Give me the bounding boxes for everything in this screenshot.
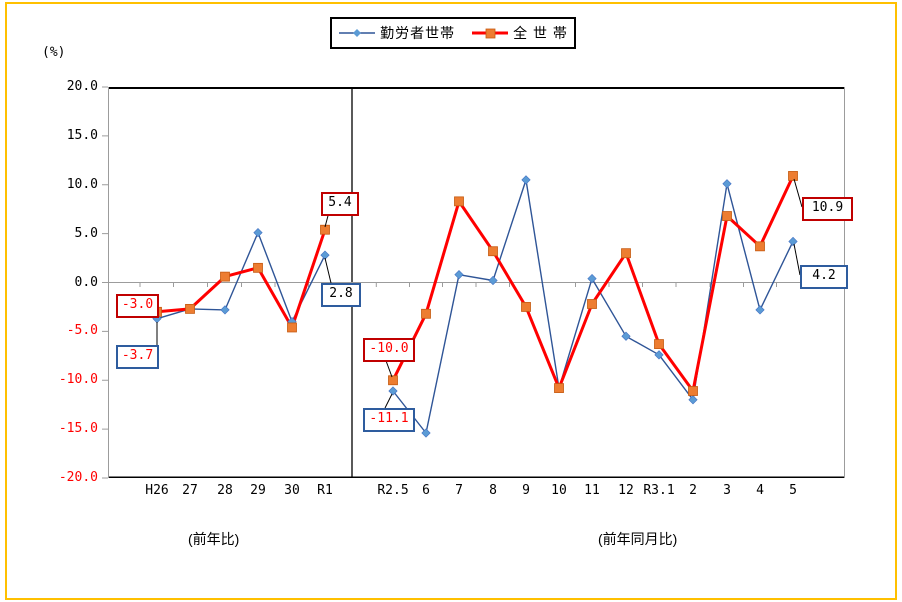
y-tick-label: -20.0: [58, 470, 98, 485]
y-tick-label: -5.0: [66, 323, 98, 339]
x-tick-label: 8: [489, 483, 497, 498]
data-point-marker: [454, 196, 464, 207]
x-tick-label: 3: [723, 483, 731, 498]
left-group-caption: (前年比): [188, 531, 240, 547]
x-tick-label: R2.5: [377, 483, 409, 498]
data-label: 2.8: [321, 283, 361, 307]
x-tick-label: R1: [317, 483, 333, 498]
x-tick-label: 7: [455, 483, 463, 498]
data-point-marker: [755, 305, 765, 315]
series-line-1: [156, 229, 327, 329]
legend-item-worker-households: 勤労者世帯: [338, 23, 455, 43]
data-point-marker: [722, 179, 732, 189]
legend: 勤労者世帯 全 世 帯: [330, 17, 576, 49]
data-point-marker: [220, 305, 230, 315]
data-point-marker: [220, 271, 230, 282]
data-point-marker: [587, 273, 597, 284]
x-tick-label: 6: [422, 483, 430, 498]
y-tick-label: -10.0: [58, 372, 98, 388]
legend-item-all-households: 全 世 帯: [471, 23, 568, 43]
data-point-marker: [521, 175, 531, 185]
data-point-marker: [788, 236, 798, 247]
x-tick-label: H26: [145, 483, 169, 498]
x-tick-label: R3.1: [643, 483, 675, 498]
data-label-connector: [793, 178, 803, 208]
x-tick-label: 27: [182, 483, 198, 498]
y-tick-label: 10.0: [66, 176, 98, 192]
data-point-marker: [554, 383, 564, 393]
right-group-caption: (前年同月比): [598, 531, 678, 547]
data-point-marker: [621, 331, 631, 341]
data-point-marker: [722, 211, 732, 221]
data-point-marker: [587, 299, 597, 309]
y-tick-label: 15.0: [66, 127, 98, 143]
x-tick-label: 4: [756, 483, 764, 498]
x-tick-label: 2: [689, 483, 697, 498]
plot-area: -3.0 -3.7 5.4 2.8 -10.0 -11.1 10.9 4.2: [102, 86, 853, 479]
data-label-connector: [384, 393, 393, 409]
legend-label-worker-households: 勤労者世帯: [380, 25, 456, 41]
y-tick-label: 5.0: [74, 225, 98, 241]
data-point-marker: [388, 375, 398, 386]
x-tick-label: 29: [250, 483, 266, 498]
data-point-marker: [621, 248, 631, 259]
data-point-marker: [521, 302, 531, 312]
all-series-swatch-icon: [472, 28, 509, 39]
y-tick-label: 20.0: [66, 79, 98, 94]
data-point-marker: [454, 270, 464, 280]
chart-canvas: [102, 86, 845, 479]
data-point-marker: [421, 308, 431, 319]
data-point-marker: [287, 322, 297, 333]
worker-series-swatch-icon: [339, 29, 376, 37]
data-point-marker: [654, 350, 664, 360]
data-point-marker: [788, 171, 798, 181]
data-point-marker: [253, 228, 263, 238]
data-label: -10.0: [363, 338, 415, 362]
data-point-marker: [488, 246, 498, 257]
y-tick-label: 0.0: [74, 274, 98, 290]
y-tick-label: -15.0: [58, 421, 98, 437]
data-point-marker: [253, 262, 263, 273]
x-tick-label: 28: [217, 483, 233, 498]
data-label: -11.1: [363, 408, 415, 432]
data-point-marker: [421, 428, 431, 438]
data-point-marker: [388, 386, 398, 396]
data-point-marker: [654, 339, 664, 349]
data-label: -3.7: [116, 345, 159, 369]
data-label: 10.9: [802, 197, 853, 221]
x-tick-label: 10: [551, 483, 567, 498]
data-point-marker: [185, 303, 195, 314]
x-tick-label: 11: [584, 483, 600, 498]
data-point-marker: [688, 386, 698, 396]
data-point-marker: [688, 395, 698, 405]
data-label: -3.0: [116, 294, 159, 318]
x-tick-label: 9: [522, 483, 530, 498]
data-label-connector: [793, 243, 801, 276]
x-tick-label: 5: [789, 483, 797, 498]
y-axis-unit-label: (%): [42, 45, 66, 60]
legend-label-all-households: 全 世 帯: [513, 25, 568, 41]
x-tick-label: 30: [284, 483, 300, 498]
data-label: 4.2: [800, 265, 848, 289]
data-label: 5.4: [321, 192, 359, 216]
data-label-connector: [324, 257, 332, 284]
x-tick-label: 12: [618, 483, 634, 498]
data-point-marker: [488, 275, 498, 286]
data-point-marker: [755, 241, 765, 252]
